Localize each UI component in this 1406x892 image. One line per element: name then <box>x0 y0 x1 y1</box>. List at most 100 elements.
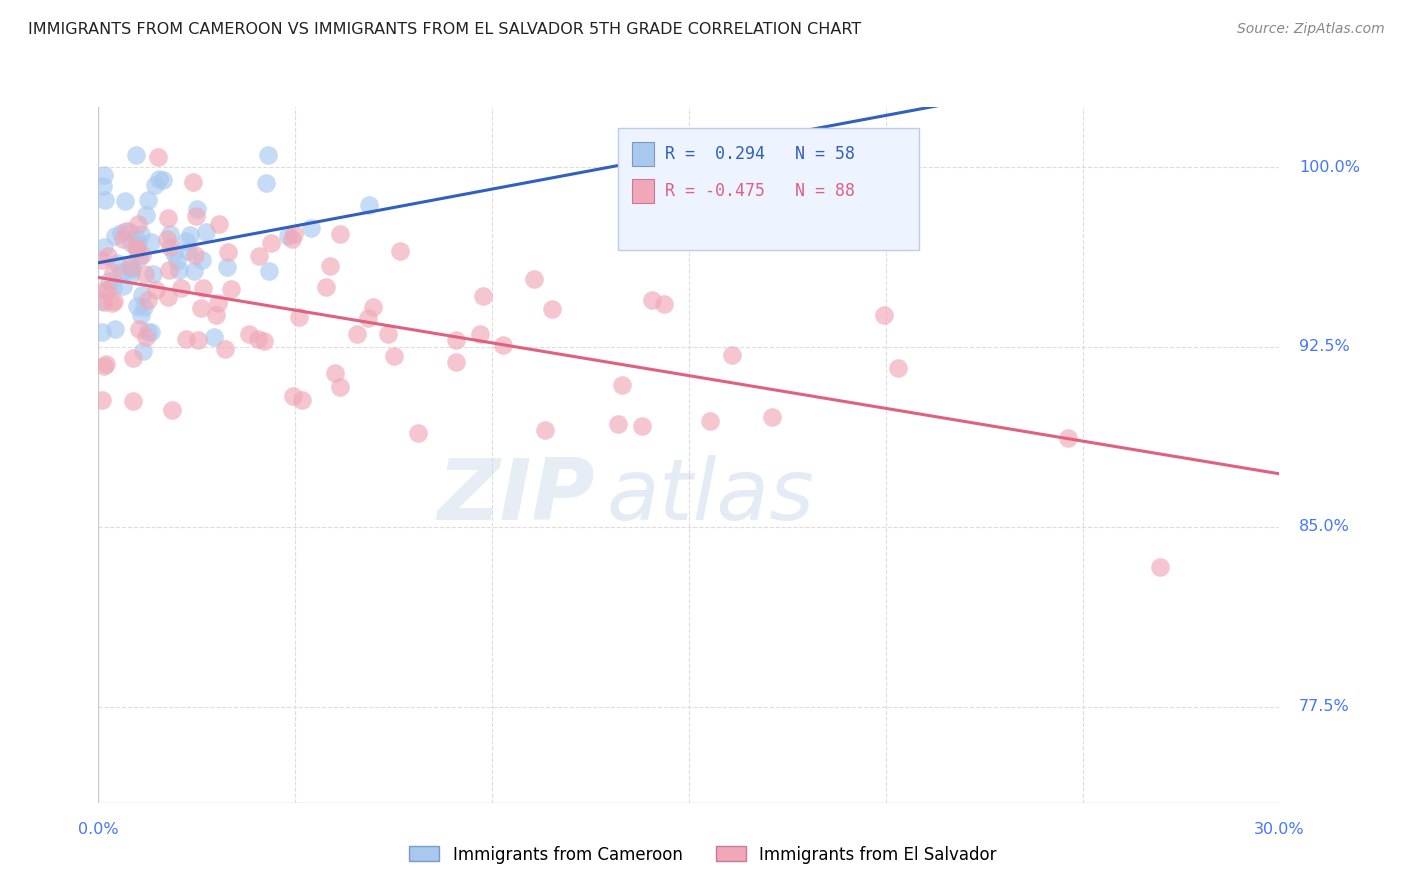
Point <box>101 295 124 310</box>
FancyBboxPatch shape <box>633 178 654 203</box>
Point <box>91 325 114 339</box>
Point <box>157 290 180 304</box>
Point <box>156 232 179 246</box>
Point <box>389 244 412 259</box>
Point <box>103 293 125 308</box>
Legend: Immigrants from Cameroon, Immigrants from El Salvador: Immigrants from Cameroon, Immigrants fro… <box>402 839 1004 871</box>
Point <box>208 218 231 232</box>
Point <box>219 282 242 296</box>
Point <box>139 325 162 339</box>
Point <box>121 351 143 365</box>
Point <box>329 380 352 394</box>
Point <box>128 250 150 264</box>
Point <box>145 283 167 297</box>
Point <box>127 217 149 231</box>
Point <box>114 194 136 208</box>
Point <box>91 253 114 268</box>
Point <box>156 211 179 226</box>
Point <box>93 359 115 373</box>
Point <box>138 293 160 308</box>
Point <box>249 249 271 263</box>
Point <box>471 289 494 303</box>
Point <box>299 221 322 235</box>
Point <box>111 232 134 246</box>
Point <box>280 232 302 246</box>
Text: IMMIGRANTS FROM CAMEROON VS IMMIGRANTS FROM EL SALVADOR 5TH GRADE CORRELATION CH: IMMIGRANTS FROM CAMEROON VS IMMIGRANTS F… <box>28 22 862 37</box>
Point <box>110 227 132 241</box>
Point <box>329 227 352 241</box>
Point <box>540 302 562 317</box>
Point <box>148 150 170 164</box>
Point <box>127 242 149 256</box>
Text: ZIP: ZIP <box>437 455 595 538</box>
Point <box>630 418 652 433</box>
Point <box>207 296 229 310</box>
Point <box>157 263 180 277</box>
Point <box>91 393 114 408</box>
Point <box>131 288 153 302</box>
Point <box>115 224 138 238</box>
Point <box>406 425 429 440</box>
Point <box>260 236 283 251</box>
Point <box>118 259 141 273</box>
Text: Source: ZipAtlas.com: Source: ZipAtlas.com <box>1237 22 1385 37</box>
Point <box>101 266 124 280</box>
Point <box>523 272 546 286</box>
Point <box>159 227 181 241</box>
Point <box>167 262 190 277</box>
Text: 85.0%: 85.0% <box>1299 519 1350 534</box>
Point <box>148 172 170 186</box>
Text: R = -0.475   N = 88: R = -0.475 N = 88 <box>665 182 855 200</box>
Point <box>357 310 380 325</box>
Point <box>131 248 153 262</box>
Point <box>97 249 120 263</box>
Point <box>253 334 276 348</box>
Point <box>128 321 150 335</box>
Point <box>142 267 165 281</box>
Point <box>346 326 368 341</box>
Point <box>94 284 117 298</box>
Point <box>291 393 314 408</box>
Point <box>105 256 128 270</box>
Point <box>184 248 207 262</box>
Point <box>91 294 114 309</box>
Point <box>139 235 162 249</box>
Point <box>190 301 212 315</box>
Point <box>191 281 214 295</box>
Point <box>97 274 120 288</box>
Text: 0.0%: 0.0% <box>79 822 118 837</box>
Point <box>104 228 127 243</box>
Point <box>357 197 380 211</box>
Point <box>118 224 141 238</box>
Point <box>238 326 260 341</box>
Point <box>125 148 148 162</box>
Point <box>163 246 186 260</box>
Point <box>283 389 305 403</box>
Point <box>177 244 200 259</box>
Point <box>363 301 385 315</box>
Point <box>135 330 157 344</box>
Point <box>652 296 675 310</box>
Point <box>444 333 467 347</box>
Point <box>110 265 132 279</box>
Point <box>1056 431 1078 445</box>
Point <box>202 330 225 344</box>
Text: 100.0%: 100.0% <box>1299 160 1360 175</box>
Text: R =  0.294   N = 58: R = 0.294 N = 58 <box>665 145 855 162</box>
Point <box>606 417 628 431</box>
Text: atlas: atlas <box>606 455 814 538</box>
Point <box>254 176 277 190</box>
FancyBboxPatch shape <box>619 128 920 250</box>
Point <box>174 234 197 248</box>
Point <box>217 245 239 260</box>
Text: 92.5%: 92.5% <box>1299 340 1350 354</box>
Point <box>217 260 239 275</box>
Point <box>96 284 118 298</box>
Point <box>720 348 742 362</box>
Point <box>122 394 145 409</box>
Point <box>382 349 405 363</box>
Point <box>319 260 342 274</box>
Point <box>887 361 910 376</box>
Point <box>125 231 148 245</box>
Point <box>136 193 159 207</box>
